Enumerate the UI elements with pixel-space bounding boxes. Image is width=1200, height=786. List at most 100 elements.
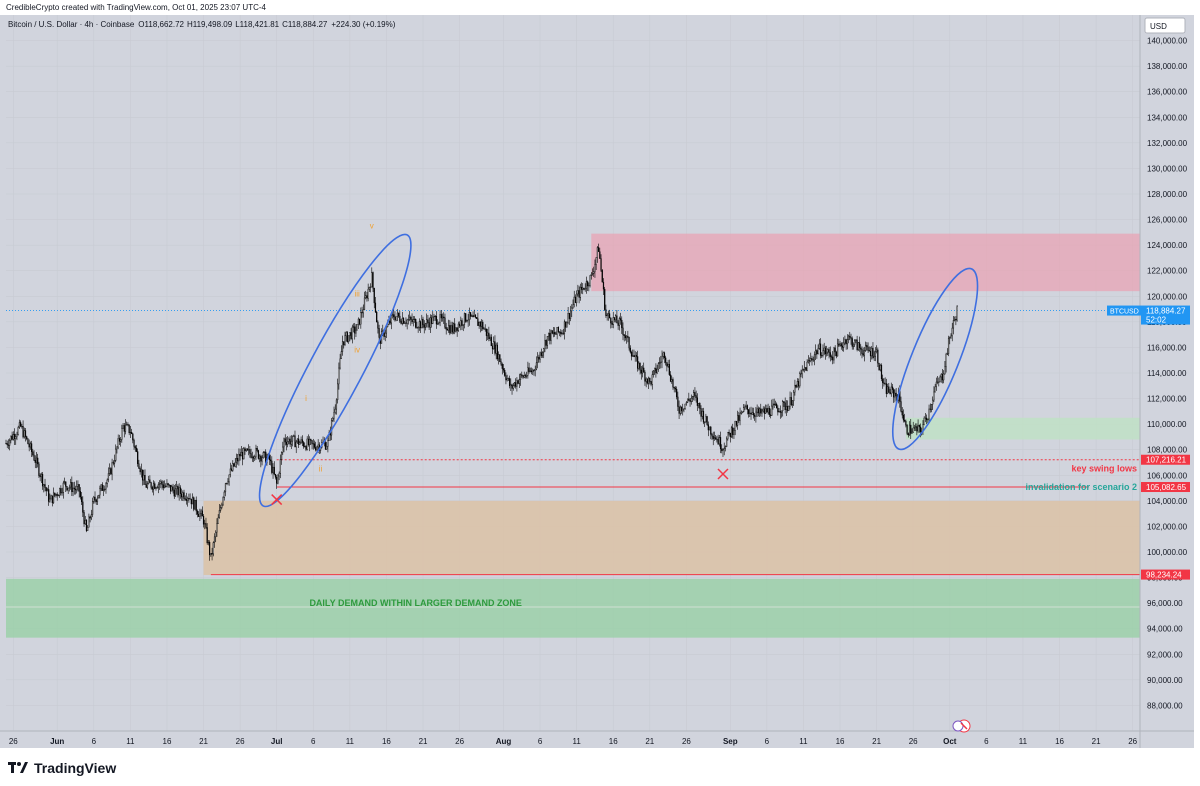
candle-body bbox=[141, 469, 144, 481]
x-tick-label: 26 bbox=[455, 737, 464, 746]
candle-body bbox=[21, 425, 23, 427]
candle-body bbox=[569, 310, 572, 319]
candle-body bbox=[639, 362, 641, 371]
candle-body bbox=[279, 459, 281, 474]
candle-body bbox=[819, 343, 822, 356]
wave-ellipse bbox=[258, 233, 412, 508]
candle-body bbox=[741, 411, 744, 413]
candle-body bbox=[31, 443, 33, 452]
candle-body bbox=[116, 446, 118, 450]
candle-body bbox=[285, 441, 288, 445]
candle-body bbox=[661, 356, 663, 363]
candle-body bbox=[440, 314, 442, 319]
candle-body bbox=[928, 408, 930, 420]
candle-body bbox=[544, 340, 546, 349]
wave-label: iii bbox=[355, 289, 361, 298]
candle-body bbox=[232, 463, 234, 471]
candle-body bbox=[769, 414, 772, 416]
candle-body bbox=[46, 489, 49, 492]
candle-body bbox=[104, 488, 106, 491]
daily-low-tag-label: 98,234.24 bbox=[1146, 571, 1182, 580]
currency-button[interactable]: USD bbox=[1144, 17, 1186, 34]
x-tick-label: 16 bbox=[836, 737, 845, 746]
candle-body bbox=[121, 427, 123, 440]
candle-body bbox=[295, 441, 297, 448]
candle-body bbox=[796, 381, 798, 388]
candle-body bbox=[638, 362, 640, 369]
candle-body bbox=[865, 344, 867, 351]
candle-body bbox=[62, 482, 64, 493]
candle-body bbox=[651, 374, 653, 385]
candle-body bbox=[668, 363, 670, 375]
candle-body bbox=[652, 370, 655, 375]
candle-body bbox=[945, 353, 947, 368]
x-tick-label: 21 bbox=[199, 737, 208, 746]
candle-body bbox=[867, 346, 869, 351]
candle-body bbox=[758, 408, 761, 414]
candle-body bbox=[226, 482, 228, 484]
candle-body bbox=[349, 332, 351, 336]
candle-body bbox=[422, 318, 424, 325]
candle-body bbox=[401, 317, 403, 324]
candle-body bbox=[355, 329, 357, 334]
candle-body bbox=[93, 496, 95, 502]
chart-frame[interactable]: DAILY DEMAND WITHIN LARGER DEMAND ZONE k… bbox=[0, 15, 1194, 748]
candle-body bbox=[291, 435, 294, 442]
candle-body bbox=[938, 381, 940, 383]
candle-body bbox=[7, 444, 10, 446]
candle-body bbox=[463, 313, 466, 325]
candle-body bbox=[721, 448, 723, 451]
candle-body bbox=[513, 382, 516, 386]
y-tick-label: 110,000.00 bbox=[1147, 420, 1187, 429]
candle-body bbox=[270, 459, 272, 462]
candle-body bbox=[410, 316, 412, 320]
candle-body bbox=[817, 348, 819, 355]
flag-icon[interactable] bbox=[952, 719, 971, 733]
candle-body bbox=[632, 355, 634, 357]
candle-body bbox=[906, 425, 908, 434]
candle-body bbox=[685, 402, 688, 405]
candle-body bbox=[532, 369, 534, 373]
candle-body bbox=[667, 363, 669, 367]
tradingview-brand[interactable]: TradingView bbox=[8, 760, 116, 776]
candle-body bbox=[874, 351, 877, 357]
candle-body bbox=[498, 354, 500, 360]
candle-body bbox=[654, 367, 656, 372]
price-axis[interactable] bbox=[1140, 15, 1194, 748]
candle-body bbox=[207, 541, 210, 544]
candle-body bbox=[71, 482, 73, 493]
candle-body bbox=[908, 424, 911, 436]
key-swing-lows-label: key swing lows bbox=[1071, 464, 1137, 474]
candle-body bbox=[163, 485, 166, 488]
candle-body bbox=[579, 287, 581, 298]
candle-body bbox=[139, 468, 141, 473]
candle-body bbox=[145, 484, 147, 488]
candle-body bbox=[172, 486, 174, 491]
candle-body bbox=[300, 439, 302, 443]
candle-body bbox=[76, 486, 78, 491]
candle-body bbox=[18, 422, 21, 428]
candle-body bbox=[689, 400, 691, 402]
candle-body bbox=[510, 384, 512, 387]
candle-body bbox=[762, 408, 764, 412]
candle-body bbox=[434, 315, 436, 317]
candle-body bbox=[515, 382, 517, 387]
candle-body bbox=[872, 347, 874, 358]
candle-body bbox=[289, 438, 291, 445]
candle-body bbox=[648, 377, 650, 384]
candle-body bbox=[327, 440, 329, 447]
candle-body bbox=[772, 403, 774, 407]
candle-body bbox=[823, 347, 825, 351]
candle-body bbox=[88, 516, 90, 528]
candle-body bbox=[118, 438, 121, 442]
candle-body bbox=[591, 273, 594, 275]
candle-body bbox=[943, 373, 945, 381]
candle-body bbox=[888, 386, 890, 393]
candle-body bbox=[708, 426, 711, 431]
candle-body bbox=[400, 321, 402, 324]
price-chart[interactable]: DAILY DEMAND WITHIN LARGER DEMAND ZONE k… bbox=[0, 15, 1194, 748]
candle-body bbox=[221, 504, 223, 508]
candle-body bbox=[746, 405, 748, 410]
candle-body bbox=[578, 290, 580, 298]
candle-body bbox=[702, 410, 705, 423]
